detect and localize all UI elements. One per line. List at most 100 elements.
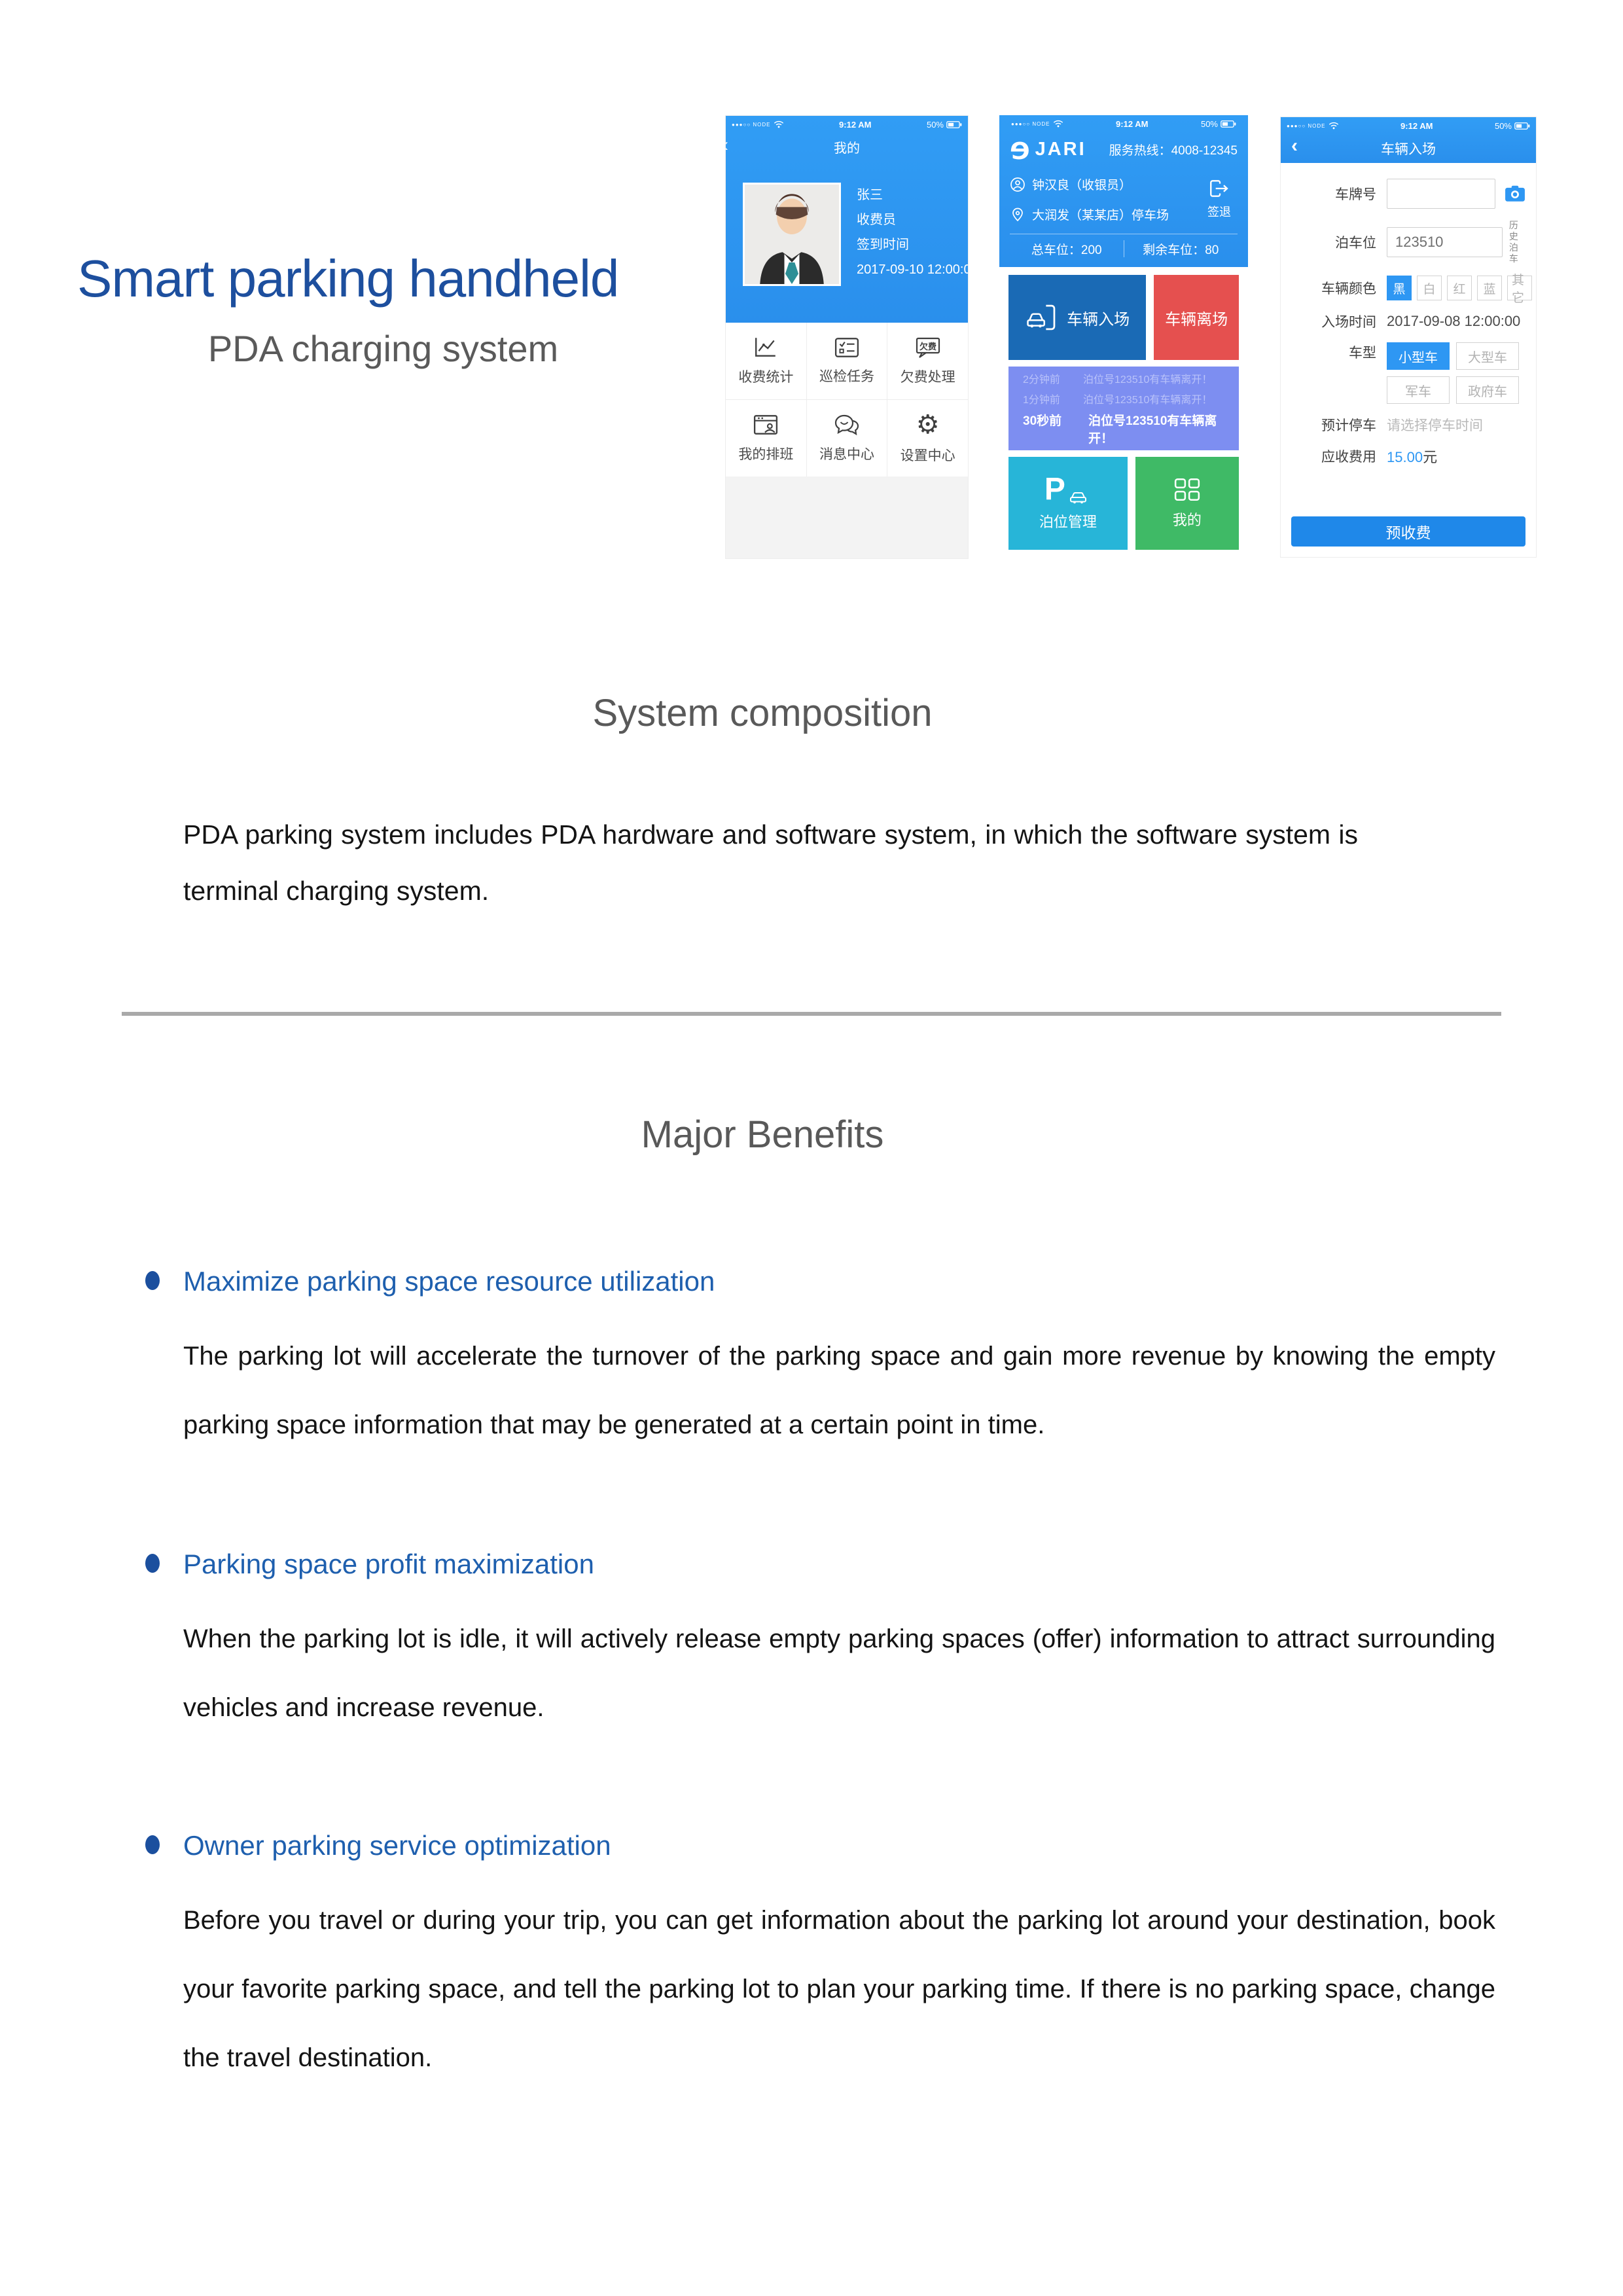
title-block: Smart parking handheld PDA charging syst… — [77, 249, 689, 370]
battery-percent: 50% — [1200, 118, 1218, 129]
screenshot-profile-screen: ●●●○○ NODE 9:12 AM 50% ‹ 我的 — [725, 115, 969, 559]
battery-icon — [1514, 122, 1530, 130]
parking-berth-icon: P — [1044, 474, 1092, 505]
entry-time-label: 入场时间 — [1321, 315, 1376, 330]
berth-label: 泊车位 — [1335, 236, 1376, 251]
color-chip-red[interactable]: 红 — [1447, 276, 1472, 300]
wifi-icon — [774, 120, 784, 128]
fee-label: 应收费用 — [1321, 450, 1376, 465]
battery-icon — [946, 120, 962, 128]
section-heading-composition: System composition — [592, 692, 933, 734]
grid-icon — [1173, 477, 1201, 502]
total-spaces-stat: 总车位：200 — [1031, 243, 1102, 257]
tile-label: 车辆离场 — [1165, 310, 1228, 329]
section-heading-benefits: Major Benefits — [641, 1113, 884, 1156]
gear-icon: ⚙ — [916, 409, 940, 440]
type-chip-government-car[interactable]: 政府车 — [1456, 376, 1519, 404]
empty-area — [726, 476, 968, 558]
menu-item-inspection-tasks[interactable]: 巡检任务 — [806, 323, 887, 399]
checklist-icon — [834, 337, 859, 358]
nav-title: 车辆入场 — [1381, 142, 1436, 157]
page-title: Smart parking handheld — [77, 249, 619, 308]
menu-item-label: 我的排班 — [738, 446, 794, 462]
bullet-dot-icon — [145, 1554, 160, 1573]
avatar — [743, 183, 841, 286]
bullet-dot-icon — [145, 1271, 160, 1290]
schedule-icon — [753, 414, 778, 436]
wifi-icon — [1053, 120, 1063, 128]
history-parking-link[interactable]: 历史 泊车 — [1508, 220, 1518, 264]
signal-dots-icon: ●●●○○ NODE — [732, 121, 771, 128]
menu-item-arrears-handling[interactable]: 欠费 欠费处理 — [887, 323, 968, 399]
vehicle-exit-tile[interactable]: 车辆离场 — [1154, 275, 1239, 360]
mine-tile[interactable]: 我的 — [1135, 457, 1239, 550]
departure-notifications-panel: 2分钟前 泊位号123510有车辆离开！ 1分钟前 泊位号123510有车辆离开… — [1008, 367, 1239, 450]
precharge-button[interactable]: 预收费 — [1291, 516, 1525, 547]
checkin-time: 2017-09-10 12:00:00 — [857, 262, 969, 277]
benefit-item-profit-maximization: Parking space profit maximization When t… — [145, 1545, 1495, 1742]
signout-button[interactable]: 签退 — [1201, 178, 1238, 220]
menu-item-settings-center[interactable]: ⚙ 设置中心 — [887, 400, 968, 476]
status-time: 9:12 AM — [1400, 120, 1433, 131]
fee-value: 15.00元 — [1387, 449, 1438, 465]
nav-bar: ‹ 车辆入场 — [1281, 134, 1536, 163]
status-time: 9:12 AM — [1116, 118, 1149, 129]
notification-row: 1分钟前 泊位号123510有车辆离开！ — [1023, 395, 1213, 406]
benefit-body: Before you travel or during your trip, y… — [183, 1906, 1495, 2072]
tile-label: 车辆入场 — [1067, 310, 1130, 329]
plate-number-input[interactable] — [1387, 179, 1495, 209]
berth-management-tile[interactable]: P 泊位管理 — [1008, 457, 1128, 550]
back-chevron-icon[interactable]: ‹ — [1291, 135, 1298, 156]
color-chip-blue[interactable]: 蓝 — [1477, 276, 1502, 300]
camera-icon[interactable] — [1505, 185, 1525, 202]
brand-name: JARI — [1035, 139, 1086, 160]
color-chip-black[interactable]: 黑 — [1387, 276, 1412, 300]
menu-item-label: 收费统计 — [738, 369, 794, 385]
expected-parking-picker[interactable]: 请选择停车时间 — [1387, 418, 1483, 433]
screenshot-vehicle-entry-form: ●●●○○ NODE 9:12 AM 50% ‹ 车辆入场 车牌号 泊车位 12… — [1280, 117, 1537, 558]
remaining-spaces-stat: 剩余车位：80 — [1143, 243, 1219, 257]
vehicle-enter-tile[interactable]: 车辆入场 — [1008, 275, 1147, 360]
menu-item-message-center[interactable]: 消息中心 — [806, 400, 887, 476]
tile-label: 我的 — [1172, 512, 1202, 528]
back-chevron-icon[interactable]: ‹ — [726, 134, 728, 156]
menu-item-label: 消息中心 — [819, 446, 874, 462]
color-chip-white[interactable]: 白 — [1417, 276, 1442, 300]
benefit-body: When the parking lot is idle, it will ac… — [183, 1624, 1495, 1722]
line-chart-icon — [753, 336, 778, 359]
wifi-icon — [1329, 122, 1339, 130]
type-chip-small-car[interactable]: 小型车 — [1387, 342, 1450, 370]
notification-row-latest: 30秒前 泊位号123510有车辆离开！ — [1023, 414, 1217, 446]
berth-input[interactable]: 123510 — [1387, 227, 1503, 257]
type-chip-military-car[interactable]: 军车 — [1387, 376, 1450, 404]
menu-item-charge-statistics[interactable]: 收费统计 — [726, 323, 806, 399]
vehicle-type-label: 车型 — [1349, 346, 1376, 361]
profile-card: 张三 收费员 签到时间 2017-09-10 12:00:00 — [726, 160, 968, 286]
menu-item-label: 巡检任务 — [819, 368, 874, 384]
color-chip-other[interactable]: 其它 — [1507, 274, 1532, 305]
composition-body: PDA parking system includes PDA hardware… — [183, 819, 1358, 906]
screenshot-home-screen: ●●●○○ NODE 9:12 AM 50% Ə JARI 服务热线：4008-… — [999, 115, 1248, 550]
parking-lot-name: 大润发（某某店）停车场 — [1032, 209, 1169, 223]
battery-percent: 50% — [926, 119, 944, 130]
signal-dots-icon: ●●●○○ NODE — [1287, 122, 1326, 129]
horizontal-divider — [122, 1012, 1501, 1016]
profile-name: 张三 — [857, 188, 883, 202]
location-pin-icon — [1010, 207, 1026, 223]
plate-number-label: 车牌号 — [1335, 187, 1376, 202]
battery-percent: 50% — [1494, 120, 1512, 131]
benefit-title: Parking space profit maximization — [145, 1545, 1495, 1584]
signout-label: 签退 — [1207, 206, 1231, 219]
signout-icon — [1201, 178, 1238, 199]
tile-label: 泊位管理 — [1039, 514, 1097, 530]
signal-dots-icon: ●●●○○ NODE — [1011, 120, 1050, 127]
menu-item-label: 设置中心 — [900, 448, 955, 463]
chat-bubbles-icon — [833, 414, 861, 436]
benefit-item-service-optimization: Owner parking service optimization Befor… — [145, 1826, 1495, 2092]
battery-icon — [1221, 120, 1236, 128]
status-bar: ●●●○○ NODE 9:12 AM 50% — [726, 116, 968, 133]
benefit-title: Owner parking service optimization — [145, 1826, 1495, 1865]
svg-text:欠费: 欠费 — [919, 342, 936, 351]
type-chip-large-car[interactable]: 大型车 — [1456, 342, 1519, 370]
menu-item-my-schedule[interactable]: 我的排班 — [726, 400, 806, 476]
